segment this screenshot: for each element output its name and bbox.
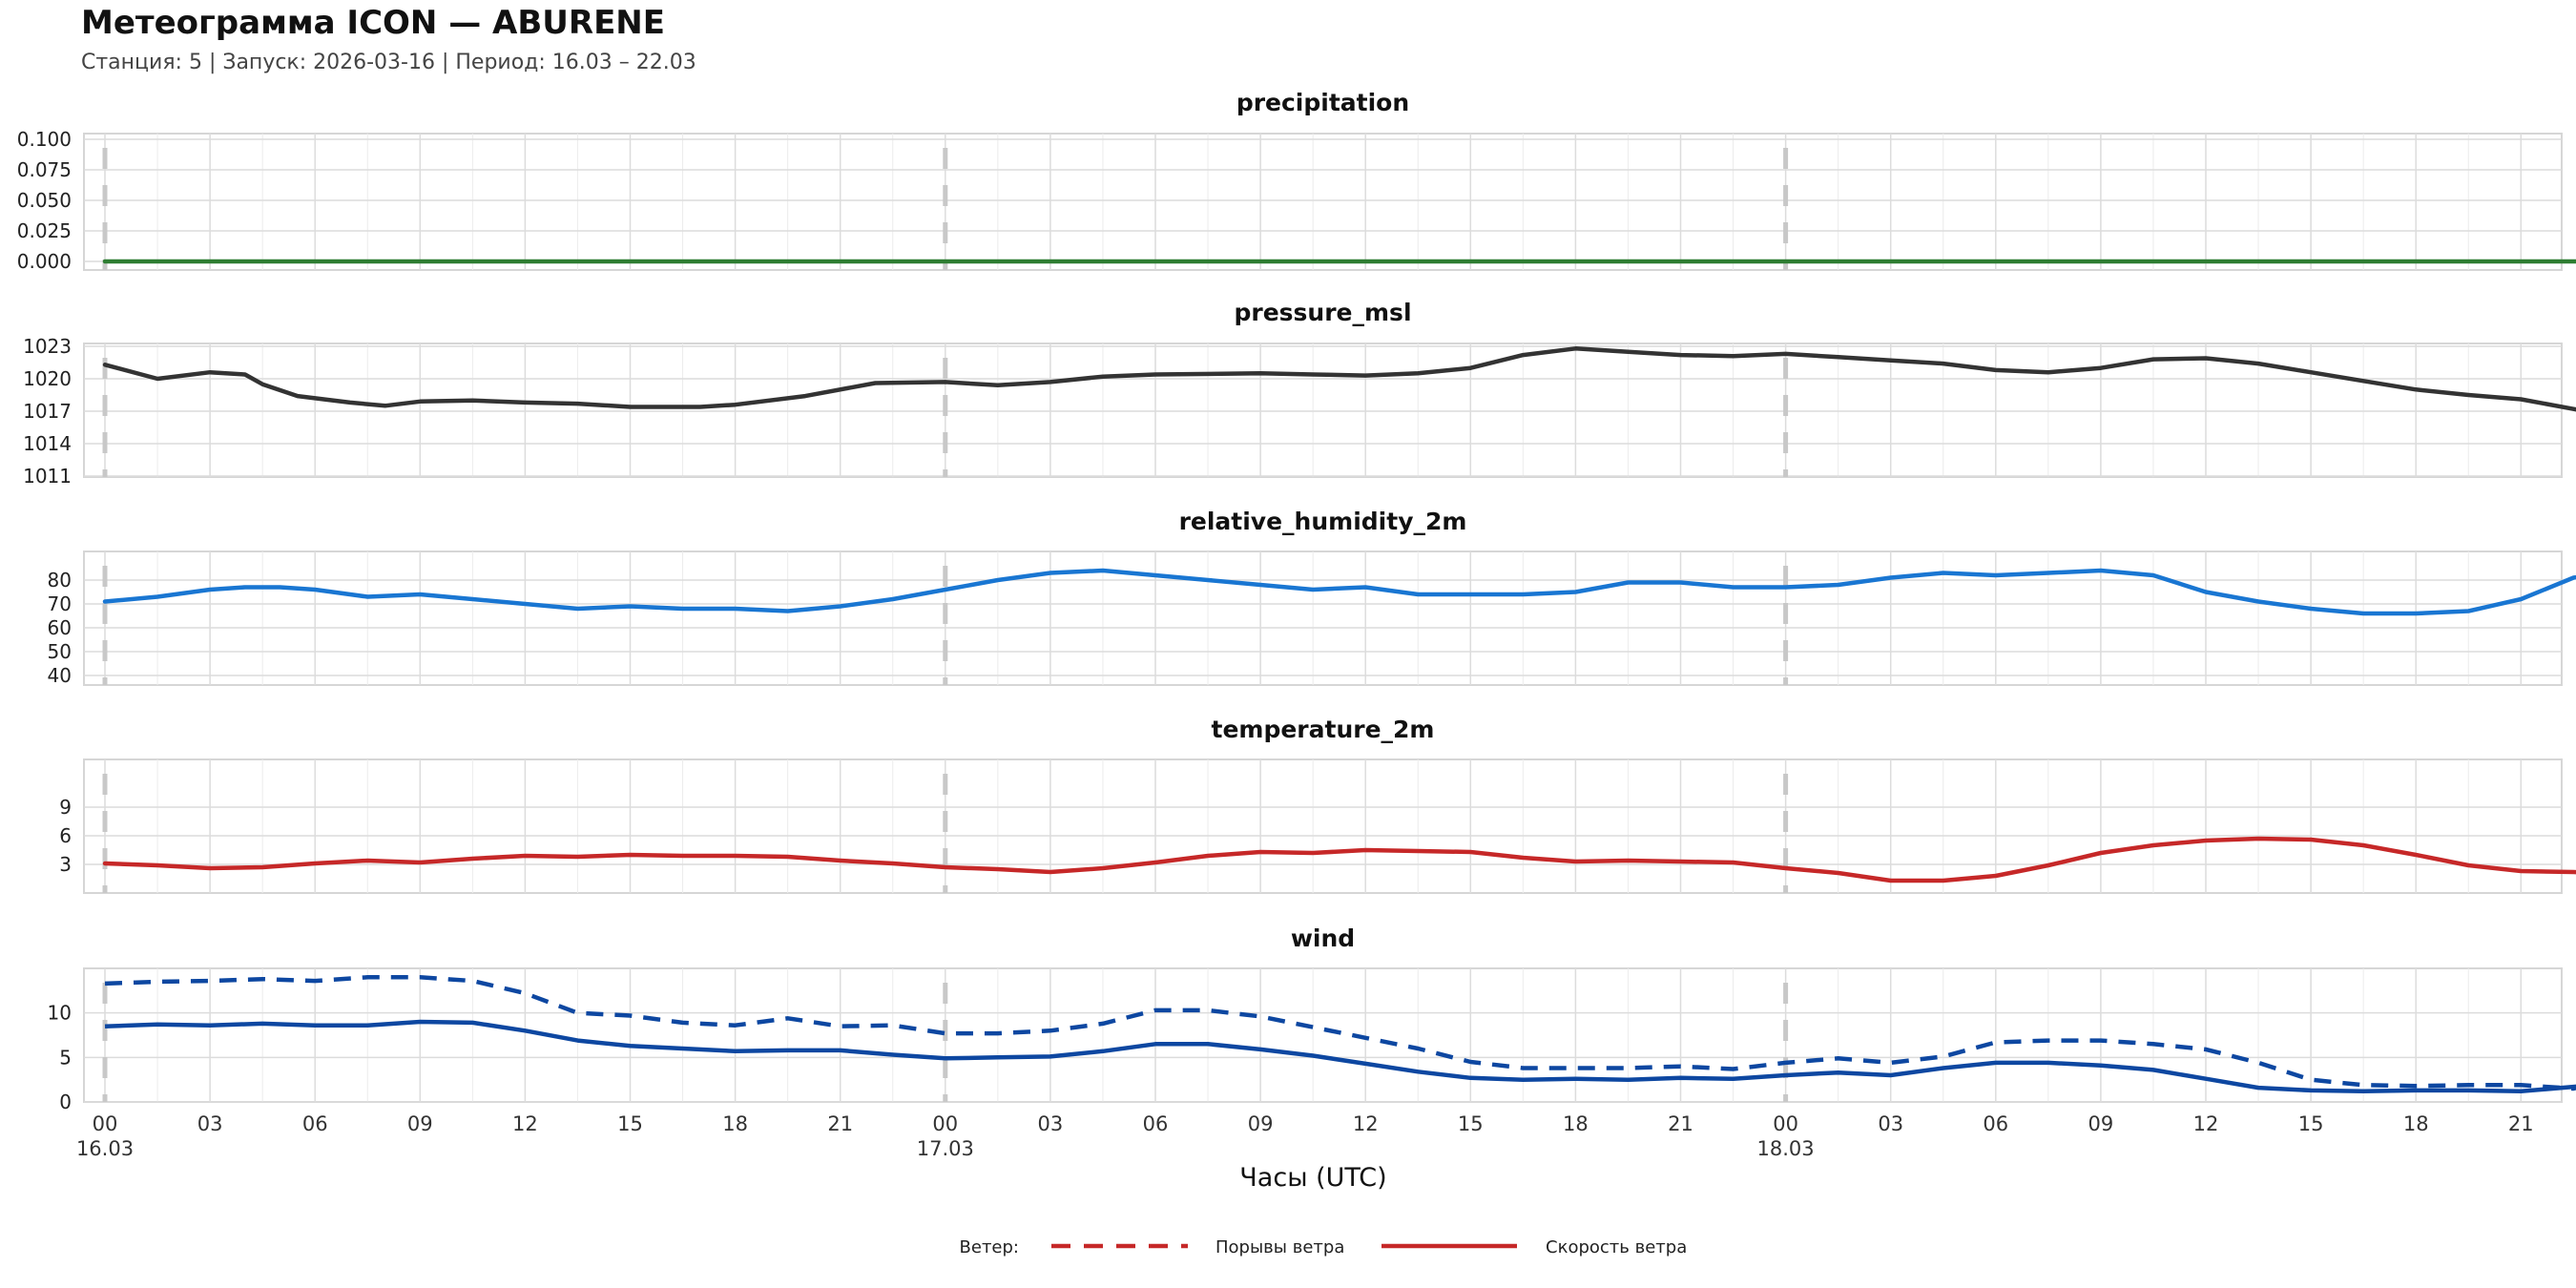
panel-pressure-msl: 1011 1014 1017 1020 1023 pressure_msl xyxy=(23,299,2576,488)
y-tick-label: 1014 xyxy=(23,432,72,455)
y-tick-label: 0.025 xyxy=(17,219,72,242)
x-tick-label: 12 xyxy=(1353,1112,1379,1135)
x-tick-label: 09 xyxy=(1248,1112,1274,1135)
x-tick-label: 18 xyxy=(1563,1112,1589,1135)
y-tick-label: 50 xyxy=(48,640,72,663)
panel-frame xyxy=(83,343,2563,478)
page-subtitle: Станция: 5 | Запуск: 2026-03-16 | Период… xyxy=(81,51,696,74)
panel-frame xyxy=(83,551,2563,686)
y-tick-label: 1017 xyxy=(23,400,72,423)
x-tick-label: 00 xyxy=(1773,1112,1798,1135)
x-tick-label: 09 xyxy=(407,1112,433,1135)
x-day-label: 18.03 xyxy=(1757,1137,1815,1160)
y-tick-label: 3 xyxy=(59,853,72,876)
x-tick-label: 15 xyxy=(617,1112,643,1135)
x-tick-label: 06 xyxy=(302,1112,328,1135)
y-tick-label: 0.000 xyxy=(17,250,72,273)
y-tick-label: 6 xyxy=(59,824,72,847)
x-tick-label: 21 xyxy=(827,1112,853,1135)
panel-title: temperature_2m xyxy=(1212,716,1435,743)
x-tick-label: 18 xyxy=(722,1112,748,1135)
series-line-pressure-msl xyxy=(102,346,2576,412)
x-tick-label: 21 xyxy=(1668,1112,1693,1135)
y-tick-label: 0.075 xyxy=(17,158,72,181)
series-line-wind-speed xyxy=(104,1019,2576,1094)
x-tick-label: 15 xyxy=(1458,1112,1484,1135)
x-tick-label: 03 xyxy=(1878,1112,1903,1135)
panel-precipitation: 0.000 0.025 0.050 0.075 0.100 precipitation xyxy=(17,89,2576,273)
panel-frame xyxy=(83,967,2563,1103)
panel-title: relative_humidity_2m xyxy=(1179,508,1467,535)
x-tick-label: 12 xyxy=(2193,1112,2219,1135)
x-axis-label: Часы (UTC) xyxy=(1239,1163,1386,1193)
panel-wind: 0 5 10 wind xyxy=(48,924,2576,1113)
panel-frame xyxy=(83,133,2563,271)
y-tick-label: 0.050 xyxy=(17,189,72,212)
y-tick-label: 9 xyxy=(59,796,72,819)
x-day-label: 17.03 xyxy=(917,1137,974,1160)
x-tick-label: 03 xyxy=(197,1112,223,1135)
page-title: Метеограмма ICON — ABURENE xyxy=(81,4,665,42)
y-tick-label: 70 xyxy=(48,592,72,615)
x-tick-label: 12 xyxy=(512,1112,538,1135)
x-tick-label: 15 xyxy=(2298,1112,2324,1135)
x-tick-label: 03 xyxy=(1038,1112,1064,1135)
panel-title: pressure_msl xyxy=(1234,299,1411,326)
y-tick-label: 5 xyxy=(59,1046,72,1069)
panel-temperature-2m: 3 6 9 temperature_2m xyxy=(59,716,2576,894)
x-day-label: 16.03 xyxy=(76,1137,134,1160)
y-tick-label: 1023 xyxy=(23,335,72,358)
legend-label: Скорость ветра xyxy=(1546,1237,1687,1257)
x-tick-label: 18 xyxy=(2403,1112,2429,1135)
series-line-precipitation xyxy=(102,259,2576,264)
x-tick-label: 06 xyxy=(1143,1112,1169,1135)
panel-title: wind xyxy=(1291,924,1355,952)
y-tick-label: 40 xyxy=(48,664,72,687)
legend-title: Ветер: xyxy=(960,1237,1019,1257)
y-tick-label: 80 xyxy=(48,569,72,592)
x-tick-label: 21 xyxy=(2508,1112,2534,1135)
series-line-relative-humidity-2m xyxy=(102,568,2576,616)
panel-title: precipitation xyxy=(1236,89,1409,116)
y-tick-label: 60 xyxy=(48,616,72,639)
x-tick-label: 09 xyxy=(2088,1112,2114,1135)
y-tick-label: 1020 xyxy=(23,367,72,390)
x-tick-label: 00 xyxy=(93,1112,118,1135)
legend-label: Порывы ветра xyxy=(1215,1237,1344,1257)
x-tick-label: 06 xyxy=(1983,1112,2008,1135)
y-tick-label: 0 xyxy=(59,1091,72,1113)
legend: Ветер: Порывы ветра Скорость ветра xyxy=(960,1237,1688,1257)
series-line-wind-gusts xyxy=(104,975,2576,1091)
x-tick-label: 00 xyxy=(932,1112,958,1135)
panel-frame xyxy=(83,758,2563,894)
y-tick-label: 10 xyxy=(48,1002,72,1025)
series-line-temperature-2m xyxy=(102,836,2576,883)
y-tick-label: 0.100 xyxy=(17,128,72,151)
y-tick-label: 1011 xyxy=(23,465,72,488)
